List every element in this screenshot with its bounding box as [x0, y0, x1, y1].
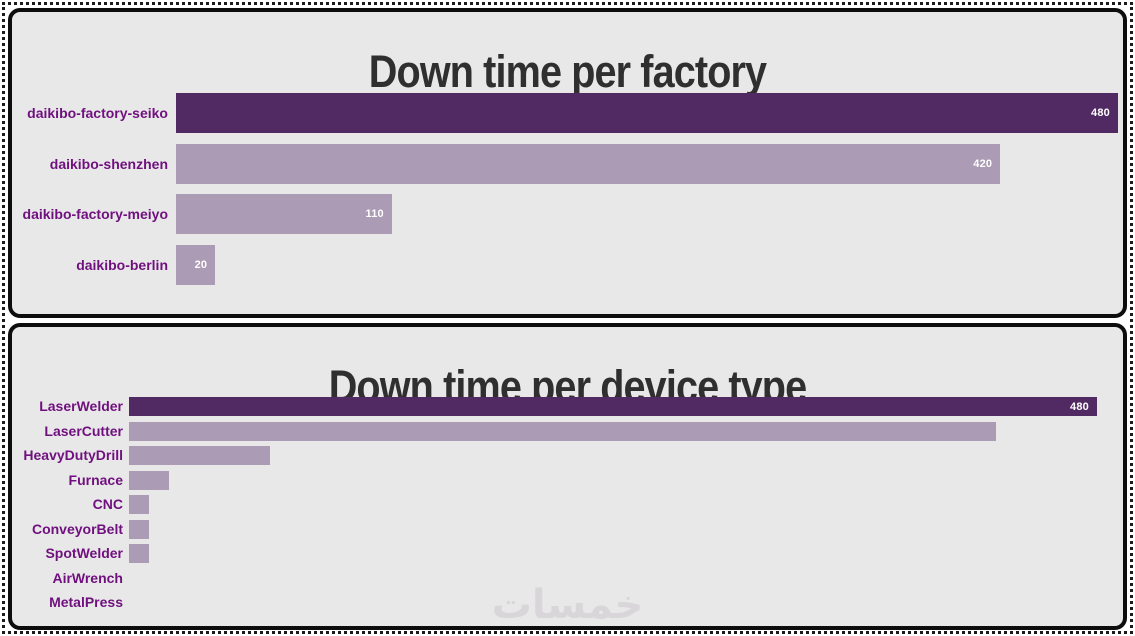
category-label: MetalPress	[49, 594, 123, 611]
device-downtime-panel: Down time per device type LaserWelder 480…	[8, 323, 1127, 630]
bar-track	[129, 544, 1097, 564]
category-label: CNC	[92, 496, 123, 513]
bar-furnace[interactable]	[129, 470, 170, 490]
bar-track	[129, 470, 1097, 490]
chart-row: SpotWelder	[12, 544, 1123, 564]
bar-daikibo-factory-seiko[interactable]: 480	[176, 93, 1118, 133]
category-label: HeavyDutyDrill	[23, 447, 123, 464]
category-label: Furnace	[68, 471, 123, 488]
bar-spotwelder[interactable]	[129, 544, 150, 564]
category-label: AirWrench	[52, 569, 123, 586]
bar-track: 420	[176, 143, 1118, 184]
chart-row: ConveyorBelt	[12, 519, 1123, 539]
bar-daikibo-factory-meiyo[interactable]: 110	[176, 194, 392, 235]
bar-track	[129, 421, 1097, 441]
chart-row: daikibo-factory-meiyo 110	[12, 194, 1123, 235]
category-label: ConveyorBelt	[31, 520, 123, 537]
category-label: SpotWelder	[45, 545, 123, 562]
bar-track: 480	[176, 93, 1118, 133]
chart-row: Furnace	[12, 470, 1123, 490]
bar-track	[129, 446, 1097, 466]
chart-row: daikibo-factory-seiko 480	[12, 93, 1123, 133]
category-label: LaserCutter	[44, 422, 123, 439]
value-label: 420	[973, 157, 993, 170]
bar-track	[129, 519, 1097, 539]
bar-track: 20	[176, 245, 1118, 286]
chart-row: AirWrench	[12, 569, 1123, 588]
bar-track: 110	[176, 194, 1118, 235]
chart-row: LaserWelder 480	[12, 397, 1123, 416]
watermark: خمسات	[491, 582, 644, 628]
chart-row: daikibo-berlin 20	[12, 245, 1123, 286]
value-label: 110	[365, 208, 384, 221]
chart-row: LaserCutter	[12, 421, 1123, 441]
value-label: 480	[1070, 400, 1089, 413]
bar-conveyorbelt[interactable]	[129, 519, 150, 539]
category-label: daikibo-factory-seiko	[27, 105, 168, 121]
bar-daikibo-berlin[interactable]: 20	[176, 245, 216, 286]
chart-row: HeavyDutyDrill	[12, 446, 1123, 466]
chart-row: CNC	[12, 495, 1123, 515]
factory-downtime-panel: Down time per factory daikibo-factory-se…	[8, 8, 1127, 318]
chart-row: daikibo-shenzhen 420	[12, 143, 1123, 184]
factory-chart-title: Down time per factory	[368, 46, 767, 98]
value-label: 480	[1091, 107, 1110, 119]
bar-track: 480	[129, 397, 1097, 416]
bar-track	[129, 495, 1097, 515]
bar-heavydutydrill[interactable]	[129, 446, 271, 466]
category-label: daikibo-berlin	[76, 257, 168, 274]
bar-cnc[interactable]	[129, 495, 150, 515]
bar-laserwelder[interactable]: 480	[129, 397, 1097, 416]
category-label: daikibo-factory-meiyo	[22, 206, 168, 223]
value-label: 20	[194, 259, 208, 272]
bar-lasercutter[interactable]	[129, 421, 997, 441]
bar-daikibo-shenzhen[interactable]: 420	[176, 143, 1001, 184]
category-label: LaserWelder	[39, 398, 123, 414]
chart-row: MetalPress	[12, 593, 1123, 612]
category-label: daikibo-shenzhen	[49, 155, 168, 172]
